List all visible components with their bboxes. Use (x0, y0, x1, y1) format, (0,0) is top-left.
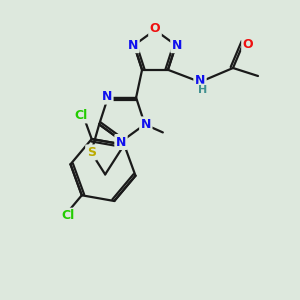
Text: Cl: Cl (62, 209, 75, 222)
Text: N: N (141, 118, 151, 131)
Text: O: O (150, 22, 160, 35)
Text: O: O (243, 38, 253, 50)
Text: N: N (102, 90, 112, 103)
Text: S: S (87, 146, 96, 159)
Text: N: N (195, 74, 205, 88)
Text: Cl: Cl (74, 109, 87, 122)
Text: N: N (172, 39, 182, 52)
Text: N: N (128, 39, 138, 52)
Text: N: N (116, 136, 126, 148)
Text: H: H (198, 85, 208, 95)
